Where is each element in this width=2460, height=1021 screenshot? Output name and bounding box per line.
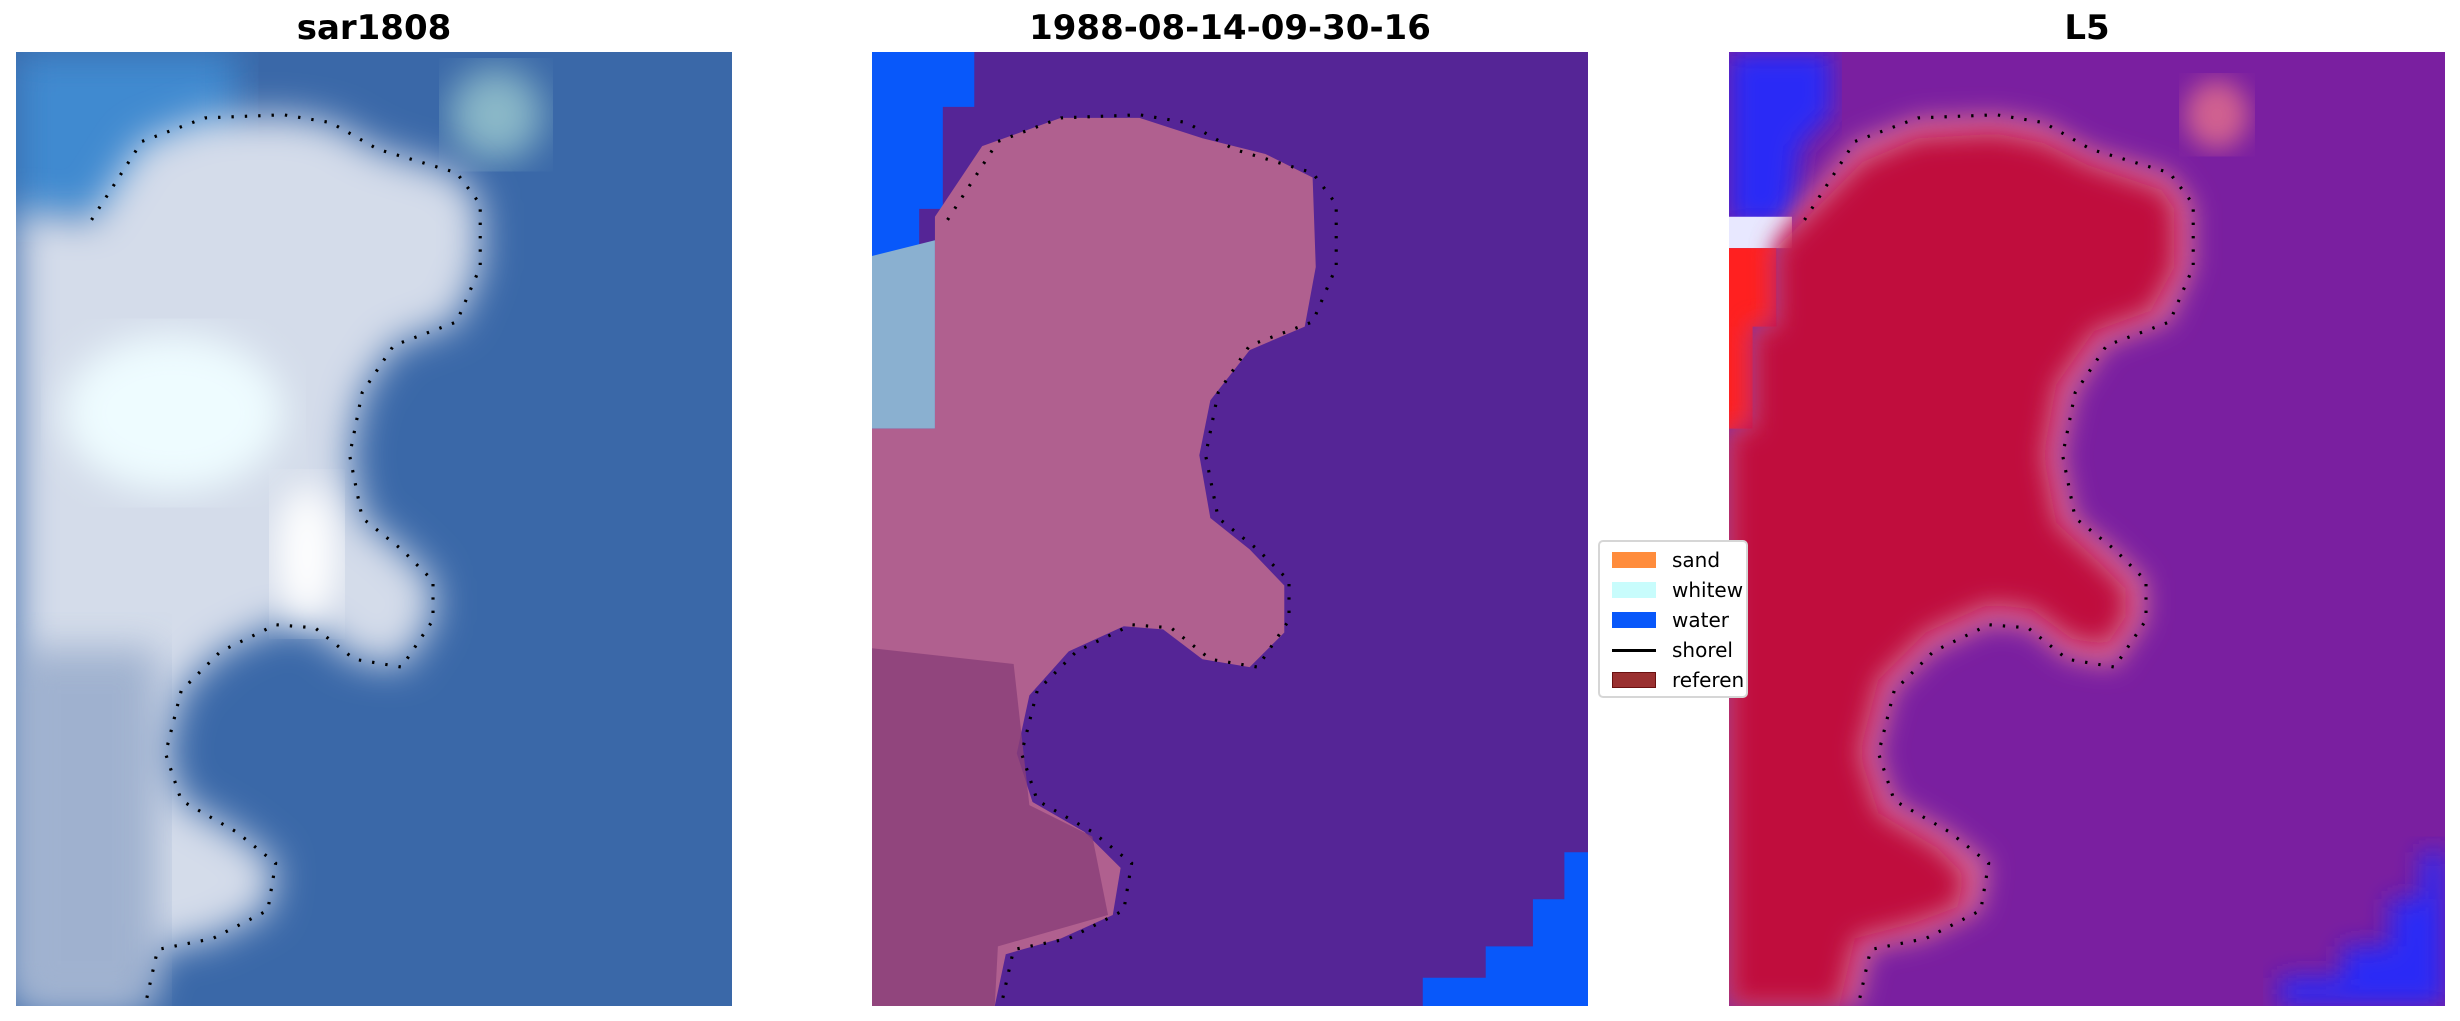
whitewater-swatch	[1612, 582, 1656, 598]
legend-label: water	[1672, 608, 1729, 632]
legend: sand whitew water shorel referen	[1598, 540, 1748, 698]
legend-label: shorel	[1672, 638, 1733, 662]
water-swatch	[1612, 612, 1656, 628]
reference-swatch	[1612, 672, 1656, 688]
legend-label: sand	[1672, 548, 1721, 572]
legend-label: whitew	[1672, 578, 1744, 602]
sand-swatch	[1612, 552, 1656, 568]
panel-title-l5: L5	[2064, 8, 2110, 48]
legend-item-shoreline: shorel	[1612, 637, 1733, 663]
shoreline-swatch	[1612, 648, 1656, 652]
legend-item-whitewater: whitew	[1612, 577, 1743, 603]
legend-item-reference: referen	[1612, 667, 1744, 693]
panel-title-date: 1988-08-14-09-30-16	[1029, 8, 1431, 48]
l5-image-panel	[1729, 52, 2445, 1006]
sar-image-panel	[16, 52, 732, 1006]
classification-panel	[872, 52, 1588, 1006]
legend-item-sand: sand	[1612, 547, 1720, 573]
legend-label: referen	[1672, 668, 1745, 692]
legend-item-water: water	[1612, 607, 1729, 633]
panel-title-sar: sar1808	[296, 8, 452, 48]
